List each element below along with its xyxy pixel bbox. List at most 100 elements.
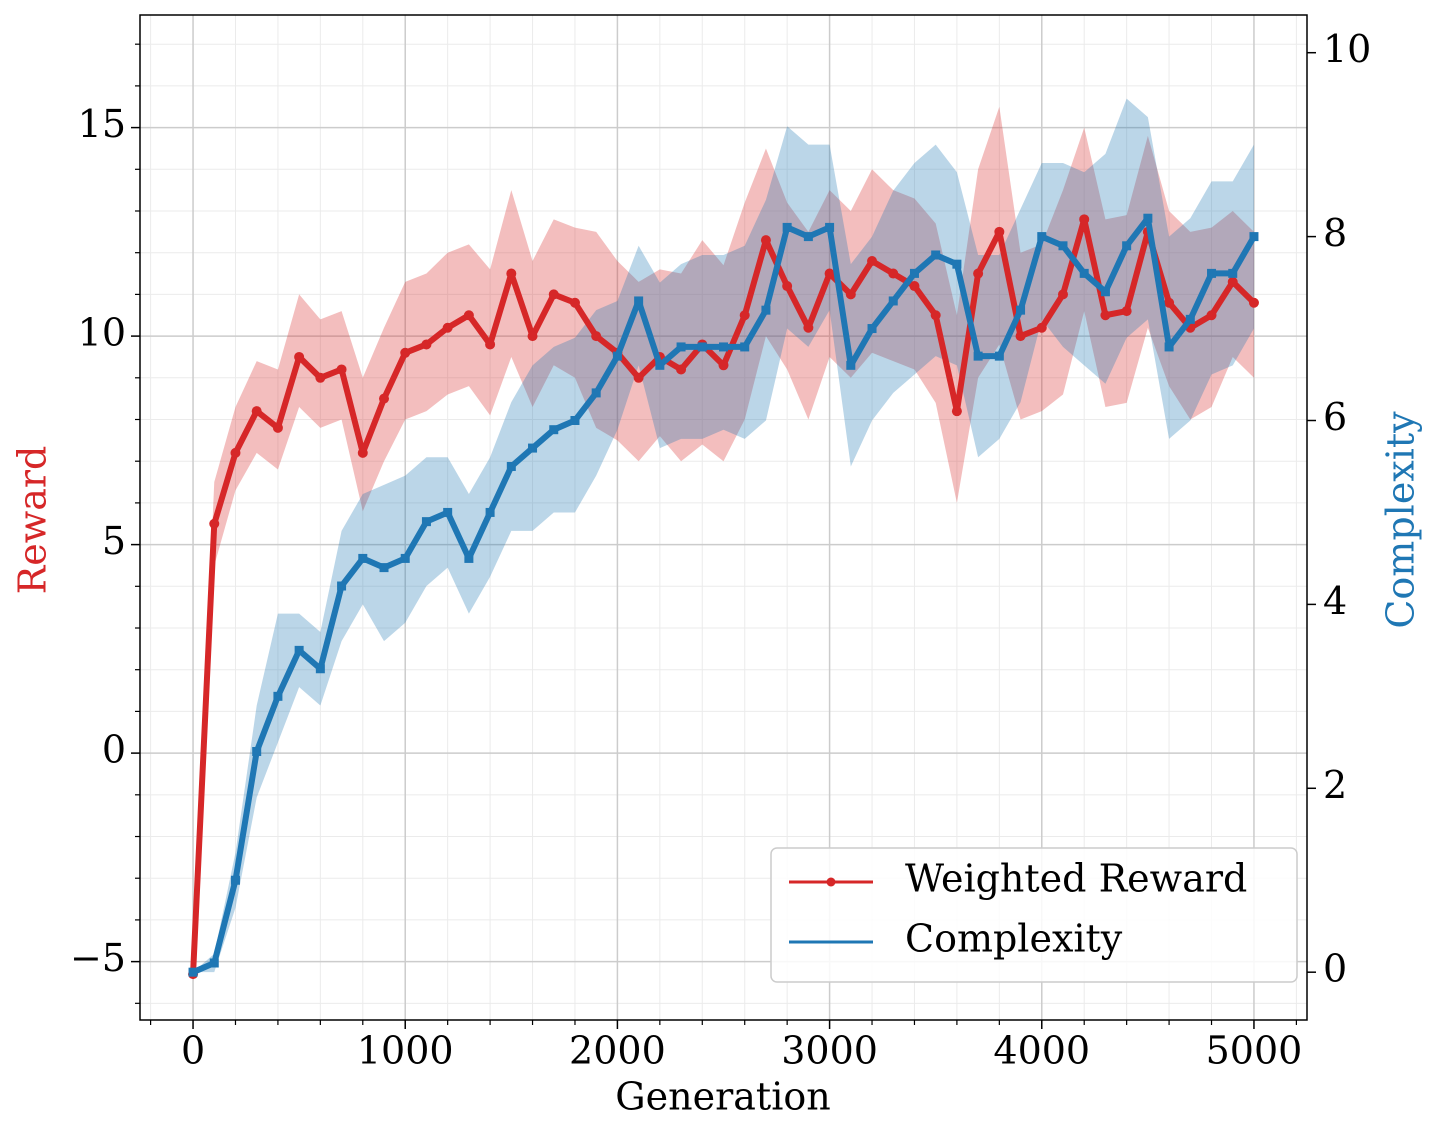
marker [1249,232,1259,242]
marker [824,268,835,279]
marker [336,364,347,375]
marker [782,222,792,232]
marker [485,339,496,350]
marker [273,691,283,701]
marker [485,507,495,517]
y2-tick-label: 6 [1323,395,1347,439]
legend-label: Complexity [905,917,1123,961]
marker [909,281,920,292]
marker [634,296,644,306]
marker [230,447,241,458]
marker [400,347,411,358]
marker [315,372,326,383]
marker [591,388,601,398]
error-band [193,98,1254,973]
marker [570,415,580,425]
marker [252,747,262,757]
marker [761,305,771,315]
marker [633,372,644,383]
y-axis-label: Reward [11,446,55,595]
y-tick-label: −5 [70,936,126,980]
marker [719,342,728,352]
y-tick-label: 5 [102,519,126,563]
x-axis-label: Generation [615,1075,830,1119]
marker [1185,314,1195,324]
y2-tick-label: 4 [1323,579,1347,623]
marker [549,425,559,435]
y2-axis-label: Complexity [1379,411,1423,629]
marker [294,351,305,362]
marker [888,296,898,306]
marker [337,581,347,591]
marker [251,406,262,417]
marker [803,232,813,242]
marker [1016,305,1026,315]
marker [506,268,517,279]
marker [209,958,219,968]
marker [1036,322,1047,333]
marker [1164,297,1175,308]
marker [1100,310,1111,321]
marker [1057,289,1068,300]
marker [952,259,962,269]
marker [400,553,410,563]
marker [1037,232,1047,242]
marker [379,393,390,404]
marker [230,875,240,885]
marker [1164,342,1174,352]
marker [421,339,432,350]
marker [1248,297,1259,308]
marker [442,322,453,333]
y2-tick-label: 2 [1323,763,1347,807]
legend-marker [826,877,836,887]
y-tick-label: 15 [78,102,126,146]
y-tick-label: 0 [102,728,126,772]
marker [358,553,368,563]
marker [973,268,984,279]
x-tick-label: 2000 [569,1029,666,1073]
marker [1079,268,1089,278]
marker [973,351,983,361]
marker [760,235,771,246]
marker [1228,268,1238,278]
marker [825,222,835,232]
marker [740,342,750,352]
marker [676,342,686,352]
marker [591,331,602,342]
marker [464,553,474,563]
marker [1058,241,1068,251]
marker [803,322,814,333]
marker [845,289,856,300]
marker [930,310,941,321]
marker [188,967,198,977]
marker [209,518,220,529]
marker [506,461,516,471]
marker [994,351,1004,361]
marker [1079,214,1090,225]
marker [528,443,538,453]
marker [909,268,919,278]
marker [1015,331,1026,342]
marker [697,342,707,352]
marker [1227,276,1238,287]
legend-box [770,847,1298,983]
marker [421,517,431,527]
marker [1143,213,1153,223]
marker [1206,310,1217,321]
marker [569,297,580,308]
marker [272,422,283,433]
marker [846,360,856,370]
plot-layer: 0 1000 2000 3000 4000 5000 −5 0 5 10 15 0 2 4 6 8 10 [70,15,1371,1073]
y2-tick-label: 0 [1323,947,1347,991]
y-tick-label: 10 [78,311,126,355]
x-tick-label: 0 [181,1029,205,1073]
marker [1122,241,1132,251]
legend-label: Weighted Reward [905,857,1247,901]
x-tick-label: 5000 [1206,1029,1303,1073]
marker [676,364,687,375]
marker [739,310,750,321]
marker [782,281,793,292]
marker [548,289,559,300]
x-tick-label: 1000 [357,1029,454,1073]
